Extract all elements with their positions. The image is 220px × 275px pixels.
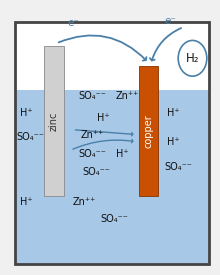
Text: H⁺: H⁺ [20, 197, 32, 207]
Text: Zn⁺⁺: Zn⁺⁺ [80, 130, 104, 139]
Text: H⁺: H⁺ [167, 137, 180, 147]
Text: Zn⁺⁺: Zn⁺⁺ [73, 197, 96, 207]
Text: H⁺: H⁺ [116, 149, 128, 159]
Text: zinc: zinc [49, 112, 59, 131]
Text: H⁺: H⁺ [167, 108, 180, 118]
Text: SO₄⁻⁻: SO₄⁻⁻ [100, 214, 128, 224]
Text: e⁻: e⁻ [68, 18, 80, 28]
Text: SO₄⁻⁻: SO₄⁻⁻ [82, 167, 110, 177]
Circle shape [178, 40, 207, 76]
Text: H₂: H₂ [186, 52, 199, 65]
Bar [15, 22, 209, 90]
Text: SO₄⁻⁻: SO₄⁻⁻ [78, 91, 106, 101]
Bar [15, 90, 209, 264]
Text: Zn⁺⁺: Zn⁺⁺ [116, 91, 139, 101]
Text: e⁻: e⁻ [165, 16, 176, 26]
Text: SO₄⁻⁻: SO₄⁻⁻ [164, 162, 192, 172]
Text: copper: copper [143, 114, 154, 148]
Bar [44, 46, 64, 196]
Text: SO₄⁻⁻: SO₄⁻⁻ [16, 132, 44, 142]
Bar [15, 22, 209, 264]
Text: H⁺: H⁺ [20, 108, 32, 118]
Text: H⁺: H⁺ [97, 112, 109, 123]
Text: SO₄⁻⁻: SO₄⁻⁻ [78, 149, 106, 159]
Bar [139, 65, 158, 196]
